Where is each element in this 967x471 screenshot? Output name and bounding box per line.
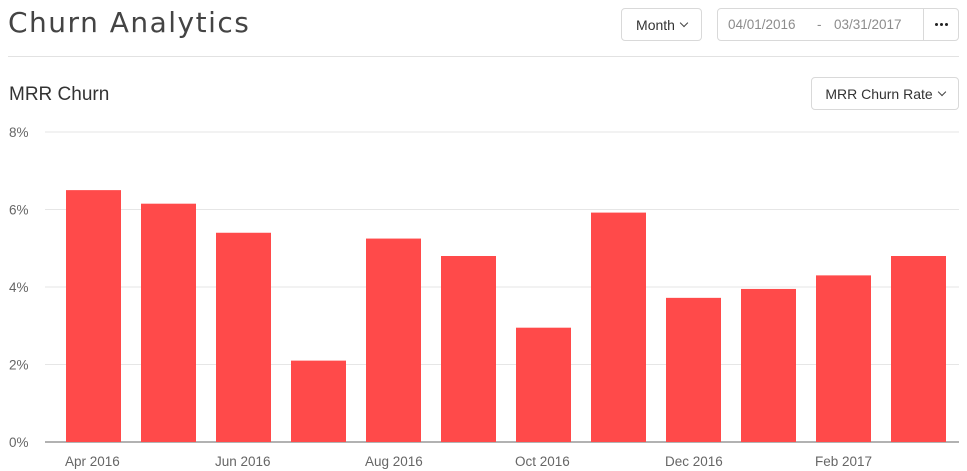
chevron-down-icon bbox=[679, 18, 689, 27]
x-tick-label: Dec 2016 bbox=[665, 454, 723, 469]
header-divider bbox=[8, 56, 959, 57]
x-tick-label: Jun 2016 bbox=[215, 454, 271, 469]
x-tick-label: Feb 2017 bbox=[815, 454, 872, 469]
bar-feb-2017[interactable] bbox=[816, 275, 871, 442]
x-tick-label: Apr 2016 bbox=[65, 454, 120, 469]
y-tick-label: 4% bbox=[9, 280, 29, 295]
bar-jan-2017[interactable] bbox=[741, 288, 796, 442]
x-tick-label: Aug 2016 bbox=[365, 454, 423, 469]
date-range-picker[interactable]: 04/01/2016 - 03/31/2017 bbox=[717, 8, 959, 41]
page-title: Churn Analytics bbox=[8, 6, 251, 39]
date-end-input[interactable]: 03/31/2017 bbox=[834, 17, 902, 32]
more-dots-icon bbox=[934, 23, 938, 26]
period-label: Month bbox=[636, 16, 675, 33]
more-options-button[interactable] bbox=[923, 9, 958, 40]
bar-jul-2016[interactable] bbox=[291, 360, 346, 442]
metric-dropdown[interactable]: MRR Churn Rate bbox=[811, 77, 959, 110]
metric-label: MRR Churn Rate bbox=[825, 85, 933, 102]
bar-aug-2016[interactable] bbox=[366, 238, 421, 442]
period-dropdown[interactable]: Month bbox=[621, 8, 702, 41]
chart-section-title: MRR Churn bbox=[9, 84, 110, 105]
bar-oct-2016[interactable] bbox=[516, 327, 571, 442]
bar-dec-2016[interactable] bbox=[666, 297, 721, 442]
bar-jun-2016[interactable] bbox=[216, 232, 271, 442]
more-dot bbox=[939, 23, 943, 26]
x-tick-label: Oct 2016 bbox=[515, 454, 570, 469]
bar-may-2016[interactable] bbox=[141, 203, 196, 442]
y-tick-label: 2% bbox=[9, 358, 29, 373]
y-tick-label: 8% bbox=[9, 125, 29, 140]
mrr-churn-bar-chart: 0% 2% 4% 6% 8% Apr 2016 Jun 2016 Aug 2016 Oct 20… bbox=[9, 125, 959, 469]
bar-mar-2017[interactable] bbox=[891, 256, 946, 442]
chevron-down-icon bbox=[937, 87, 946, 96]
bar-sep-2016[interactable] bbox=[441, 256, 496, 442]
date-start-input[interactable]: 04/01/2016 bbox=[728, 17, 796, 32]
bar-apr-2016[interactable] bbox=[66, 190, 121, 442]
date-separator: - bbox=[817, 17, 822, 32]
y-tick-label: 6% bbox=[9, 203, 29, 218]
more-dot bbox=[944, 23, 948, 26]
y-tick-label: 0% bbox=[9, 435, 29, 450]
bar-nov-2016[interactable] bbox=[591, 212, 646, 442]
